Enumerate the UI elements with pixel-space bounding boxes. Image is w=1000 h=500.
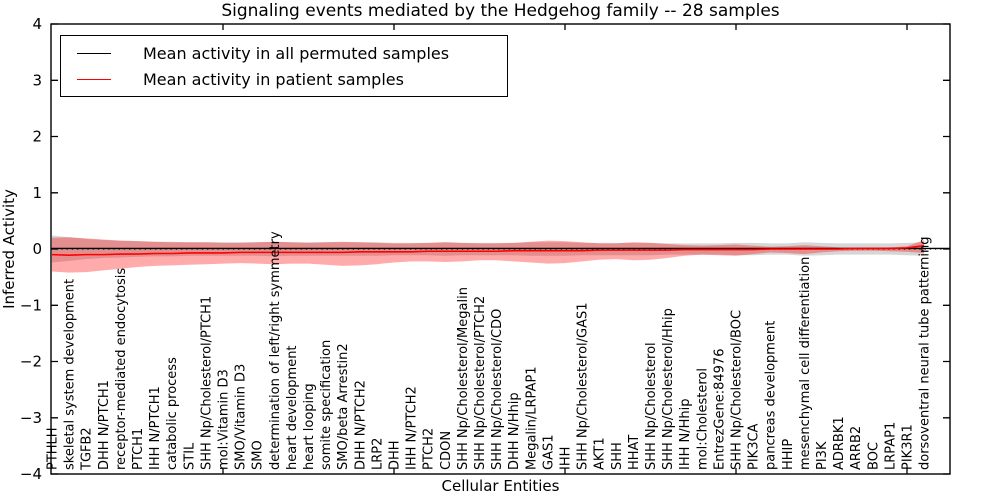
x-tick-label: SHH Np/Cholesterol/BOC [730, 310, 745, 470]
x-tick-label: determination of left/right symmetry [268, 231, 283, 470]
x-tick-label: CDON [439, 431, 454, 470]
x-tick-label: SMO [251, 440, 266, 470]
x-tick-label: PTHLH [46, 427, 61, 470]
x-tick-label: SHH [610, 442, 625, 470]
x-tick-label: SHH Np/Cholesterol/CDO [490, 309, 505, 470]
x-tick-label: PI3K [815, 441, 830, 470]
axis-ticks [51, 23, 950, 475]
x-tick-label: Megalin/LRPAP1 [524, 366, 539, 470]
x-tick-label: LRPAP1 [883, 422, 898, 470]
x-tick-label: EntrezGene:84976 [712, 349, 727, 470]
x-tick-label: IHH N/PTCH1 [148, 386, 163, 470]
x-tick-label: SHH Np/Cholesterol/Megalin [456, 287, 471, 470]
x-tick-label: PIK3R1 [901, 424, 916, 470]
x-tick-label: SHH Np/Cholesterol/PTCH1 [199, 296, 214, 470]
y-tick-label: 2 [32, 128, 42, 146]
legend-label-permuted: Mean activity in all permuted samples [143, 43, 450, 63]
x-tick-label: HHAT [627, 435, 642, 470]
x-tick-label: heart development [285, 345, 300, 470]
x-tick-label: skeletal system development [63, 279, 78, 470]
x-tick-label: SHH Np/Cholesterol/GAS1 [576, 302, 591, 470]
x-axis-label: Cellular Entities [441, 477, 560, 495]
x-tick-label: catabolic process [165, 357, 180, 470]
x-tick-label: heart looping [302, 383, 317, 470]
x-tick-label: DHH [388, 440, 403, 470]
x-tick-label: PTCH2 [422, 428, 437, 470]
x-tick-label: DHH N/PTCH2 [353, 380, 368, 470]
y-tick-label: 4 [32, 15, 42, 33]
x-tick-label: PIK3CA [747, 423, 762, 470]
y-tick-label: 0 [32, 240, 42, 258]
y-tick-label: −3 [20, 409, 42, 427]
x-tick-label: ADRBK1 [832, 416, 847, 470]
y-tick-label: −2 [20, 353, 42, 371]
y-tick-label: 3 [32, 71, 42, 89]
x-tick-label: STIL [182, 442, 197, 470]
x-tick-label: TGFB2 [80, 427, 95, 471]
x-tick-label: receptor-mediated endocytosis [114, 268, 129, 470]
x-tick-label: pancreas development [764, 321, 779, 470]
x-tick-label: IHH [559, 447, 574, 470]
x-tick-label: GAS1 [541, 435, 556, 471]
y-tick-label: −4 [20, 465, 42, 483]
chart-title: Signaling events mediated by the Hedgeho… [221, 1, 780, 21]
x-tick-label: SMO/beta Arrestin2 [336, 343, 351, 470]
x-tick-label: DHH N/Hhip [507, 392, 522, 470]
y-tick-label: −1 [20, 296, 42, 314]
x-tick-label: LRP2 [370, 438, 385, 470]
x-tick-label: IHH N/PTCH2 [405, 386, 420, 470]
x-tick-label: AKT1 [593, 437, 608, 470]
x-tick-label: IHH N/Hhip [678, 399, 693, 471]
y-tick-label: 1 [32, 184, 42, 202]
x-tick-label: SHH Np/Cholesterol/Hhip [661, 308, 676, 470]
legend-row-patient: Mean activity in patient samples [61, 70, 507, 89]
legend-label-patient: Mean activity in patient samples [143, 69, 404, 89]
x-tick-label: dorsoventral neural tube patterning [918, 237, 933, 470]
x-tick-label: HHIP [781, 439, 796, 470]
x-tick-label: mesenchymal cell differentiation [798, 257, 813, 470]
legend-row-permuted: Mean activity in all permuted samples [61, 44, 507, 63]
x-tick-label: PTCH1 [131, 428, 146, 470]
legend: Mean activity in all permuted samples Me… [60, 35, 508, 97]
x-tick-label: DHH N/PTCH1 [97, 380, 112, 470]
x-tick-label: mol:Vitamin D3 [217, 369, 232, 470]
x-tick-label: BOC [866, 442, 881, 470]
patient-std-band [52, 237, 925, 273]
x-tick-label: ARRB2 [849, 426, 864, 470]
patient-mean-line [51, 244, 925, 256]
x-tick-label: mol:Cholesterol [695, 368, 710, 470]
permuted-line-swatch [77, 52, 111, 54]
x-tick-label: SHH Np/Cholesterol [644, 342, 659, 470]
x-tick-label: SMO/Vitamin D3 [234, 364, 249, 470]
x-tick-label: SHH Np/Cholesterol/PTCH2 [473, 296, 488, 470]
x-tick-label: somite specification [319, 340, 334, 470]
patient-line-swatch [77, 78, 111, 80]
